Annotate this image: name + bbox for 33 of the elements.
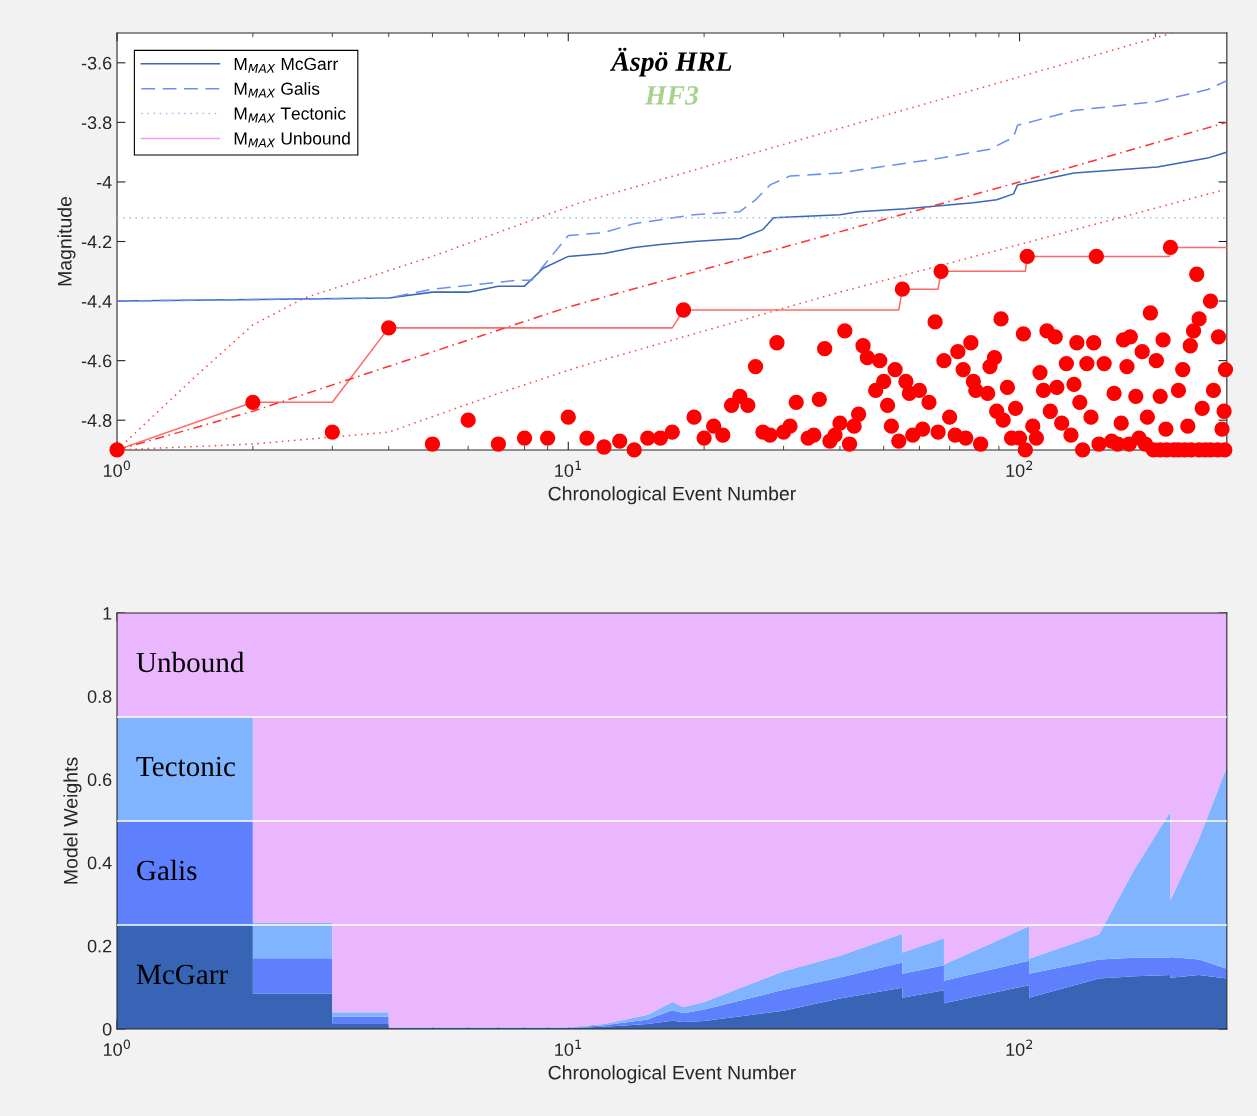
x-tick-label: 10$^{1}$ (555, 1039, 581, 1056)
series-label: McGarr (136, 964, 228, 985)
y-tick-label: -4 (96, 176, 112, 189)
y-tick-label: 0.6 (87, 773, 112, 787)
x-tick-label: 10$^{0}$ (103, 460, 131, 477)
y-tick-label: -4.2 (81, 235, 112, 249)
series-label: Tectonic (136, 756, 235, 777)
y-tick-label: -3.6 (81, 56, 112, 70)
legend-label: M$_{MAX}$ McGarr (234, 57, 338, 73)
y-tick-label: 1 (103, 607, 112, 620)
series-label: Galis (137, 859, 197, 881)
x-tick-label: 10$^{0}$ (103, 1039, 131, 1056)
y-tick-label: -4.8 (81, 414, 112, 427)
legend-label: M$_{MAX}$ Galis (234, 82, 320, 98)
y-tick-label: 0 (102, 1022, 112, 1036)
y-tick-label: 0.4 (87, 856, 112, 870)
x-tick-label: 10$^{1}$ (555, 460, 581, 477)
legend-label: M$_{MAX}$ Tectonic (234, 106, 346, 123)
y-tick-label: -3.8 (81, 116, 112, 130)
x-axis-title: Chronological Event Number (548, 486, 796, 505)
series-label: Unbound (136, 651, 245, 673)
x-tick-label: 10$^{2}$ (1006, 460, 1033, 477)
y-tick-label: -4.4 (81, 295, 112, 308)
y-tick-label: 0.8 (87, 690, 112, 703)
y-tick-label: -4.6 (81, 354, 112, 368)
text: Äspö HRL (609, 47, 732, 77)
y-tick-label: 0.2 (87, 939, 112, 953)
text: HF3 (644, 86, 699, 105)
x-axis-title: Chronological Event Number (548, 1065, 796, 1084)
x-tick-label: 10$^{2}$ (1006, 1039, 1033, 1056)
legend-label: M$_{MAX}$ Unbound (234, 131, 350, 148)
y-axis-title: Model Weights (63, 757, 82, 884)
y-axis-title: Magnitude (57, 196, 76, 286)
